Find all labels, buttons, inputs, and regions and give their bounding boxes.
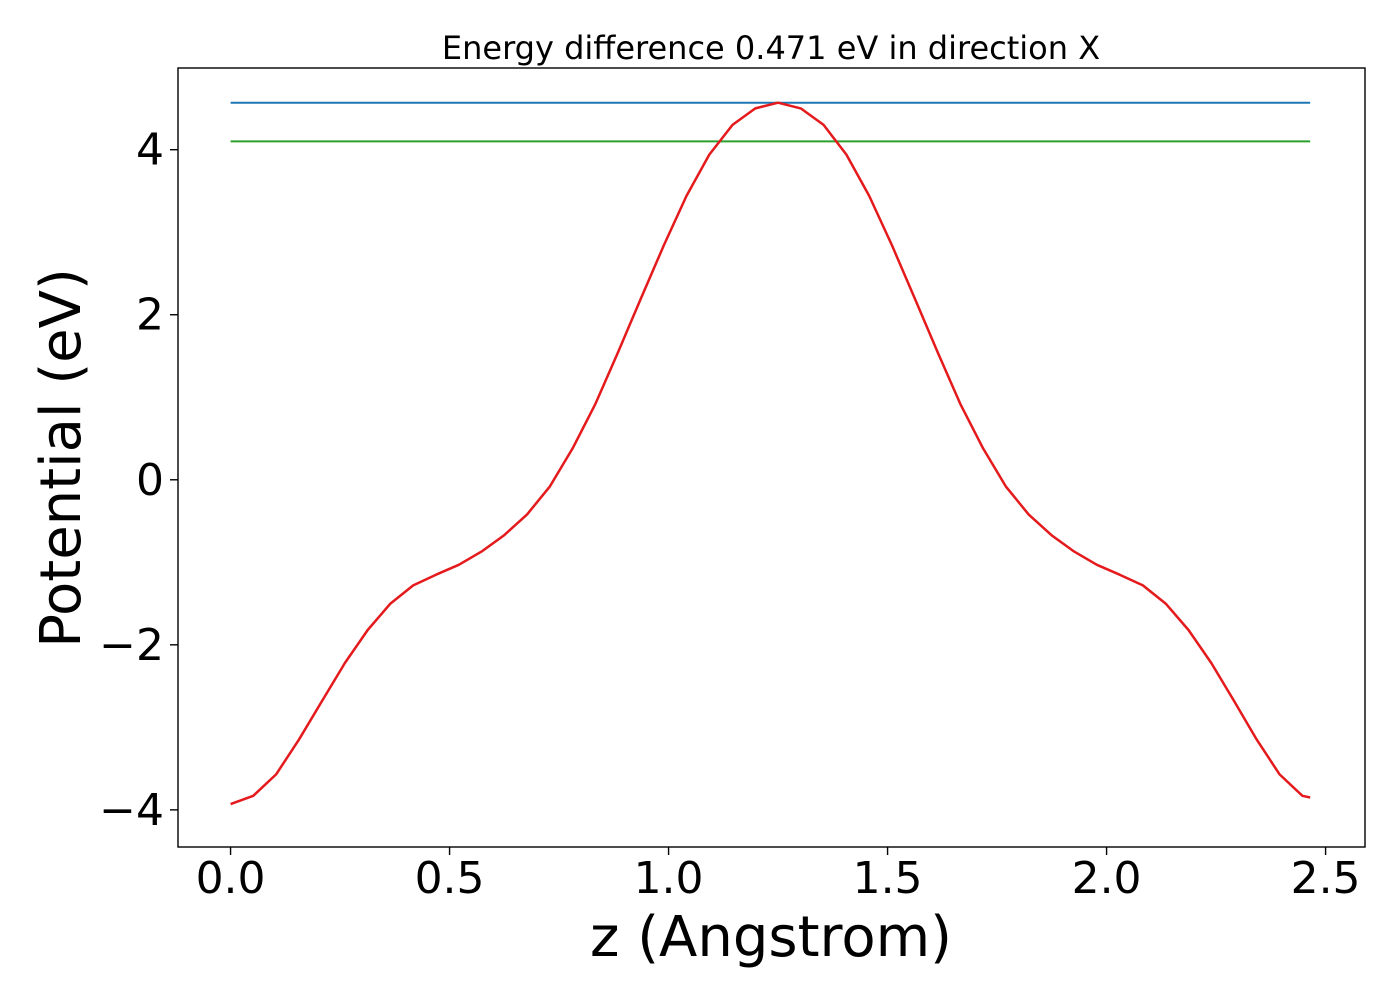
x-tick-label: 2.0 (1072, 853, 1142, 904)
x-tick-label: 1.0 (634, 853, 704, 904)
chart-title: Energy difference 0.471 eV in direction … (442, 29, 1100, 67)
y-axis-label: Potential (eV) (29, 268, 94, 648)
y-tick-label: 2 (136, 290, 164, 341)
series-line-red (230, 101, 1311, 806)
x-axis-ticks: 0.0 0.5 1.0 1.5 2.0 2.5 (196, 847, 1361, 904)
y-axis-ticks: −4 −2 0 2 4 (99, 125, 178, 836)
x-axis-label: z (Angstrom) (590, 905, 952, 970)
series-layer (230, 101, 1311, 806)
y-tick-label: 4 (136, 125, 164, 176)
y-tick-label: −4 (99, 785, 164, 836)
x-tick-label: 1.5 (853, 853, 923, 904)
x-tick-label: 0.5 (415, 853, 485, 904)
y-tick-label: 0 (136, 455, 164, 506)
y-tick-label: −2 (99, 620, 164, 671)
x-tick-label: 0.0 (196, 853, 266, 904)
plot-frame (177, 67, 1366, 848)
x-tick-label: 2.5 (1291, 853, 1361, 904)
